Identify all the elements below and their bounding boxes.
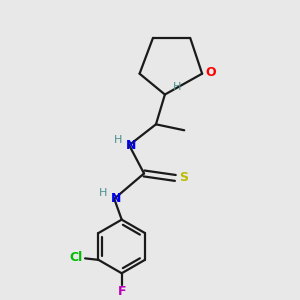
Text: F: F [118,285,126,298]
Text: N: N [111,192,121,205]
Text: N: N [125,139,136,152]
Text: Cl: Cl [69,251,82,264]
Text: H: H [173,82,182,92]
Text: H: H [99,188,107,198]
Text: H: H [114,135,122,145]
Text: S: S [179,171,188,184]
Text: O: O [205,66,216,79]
